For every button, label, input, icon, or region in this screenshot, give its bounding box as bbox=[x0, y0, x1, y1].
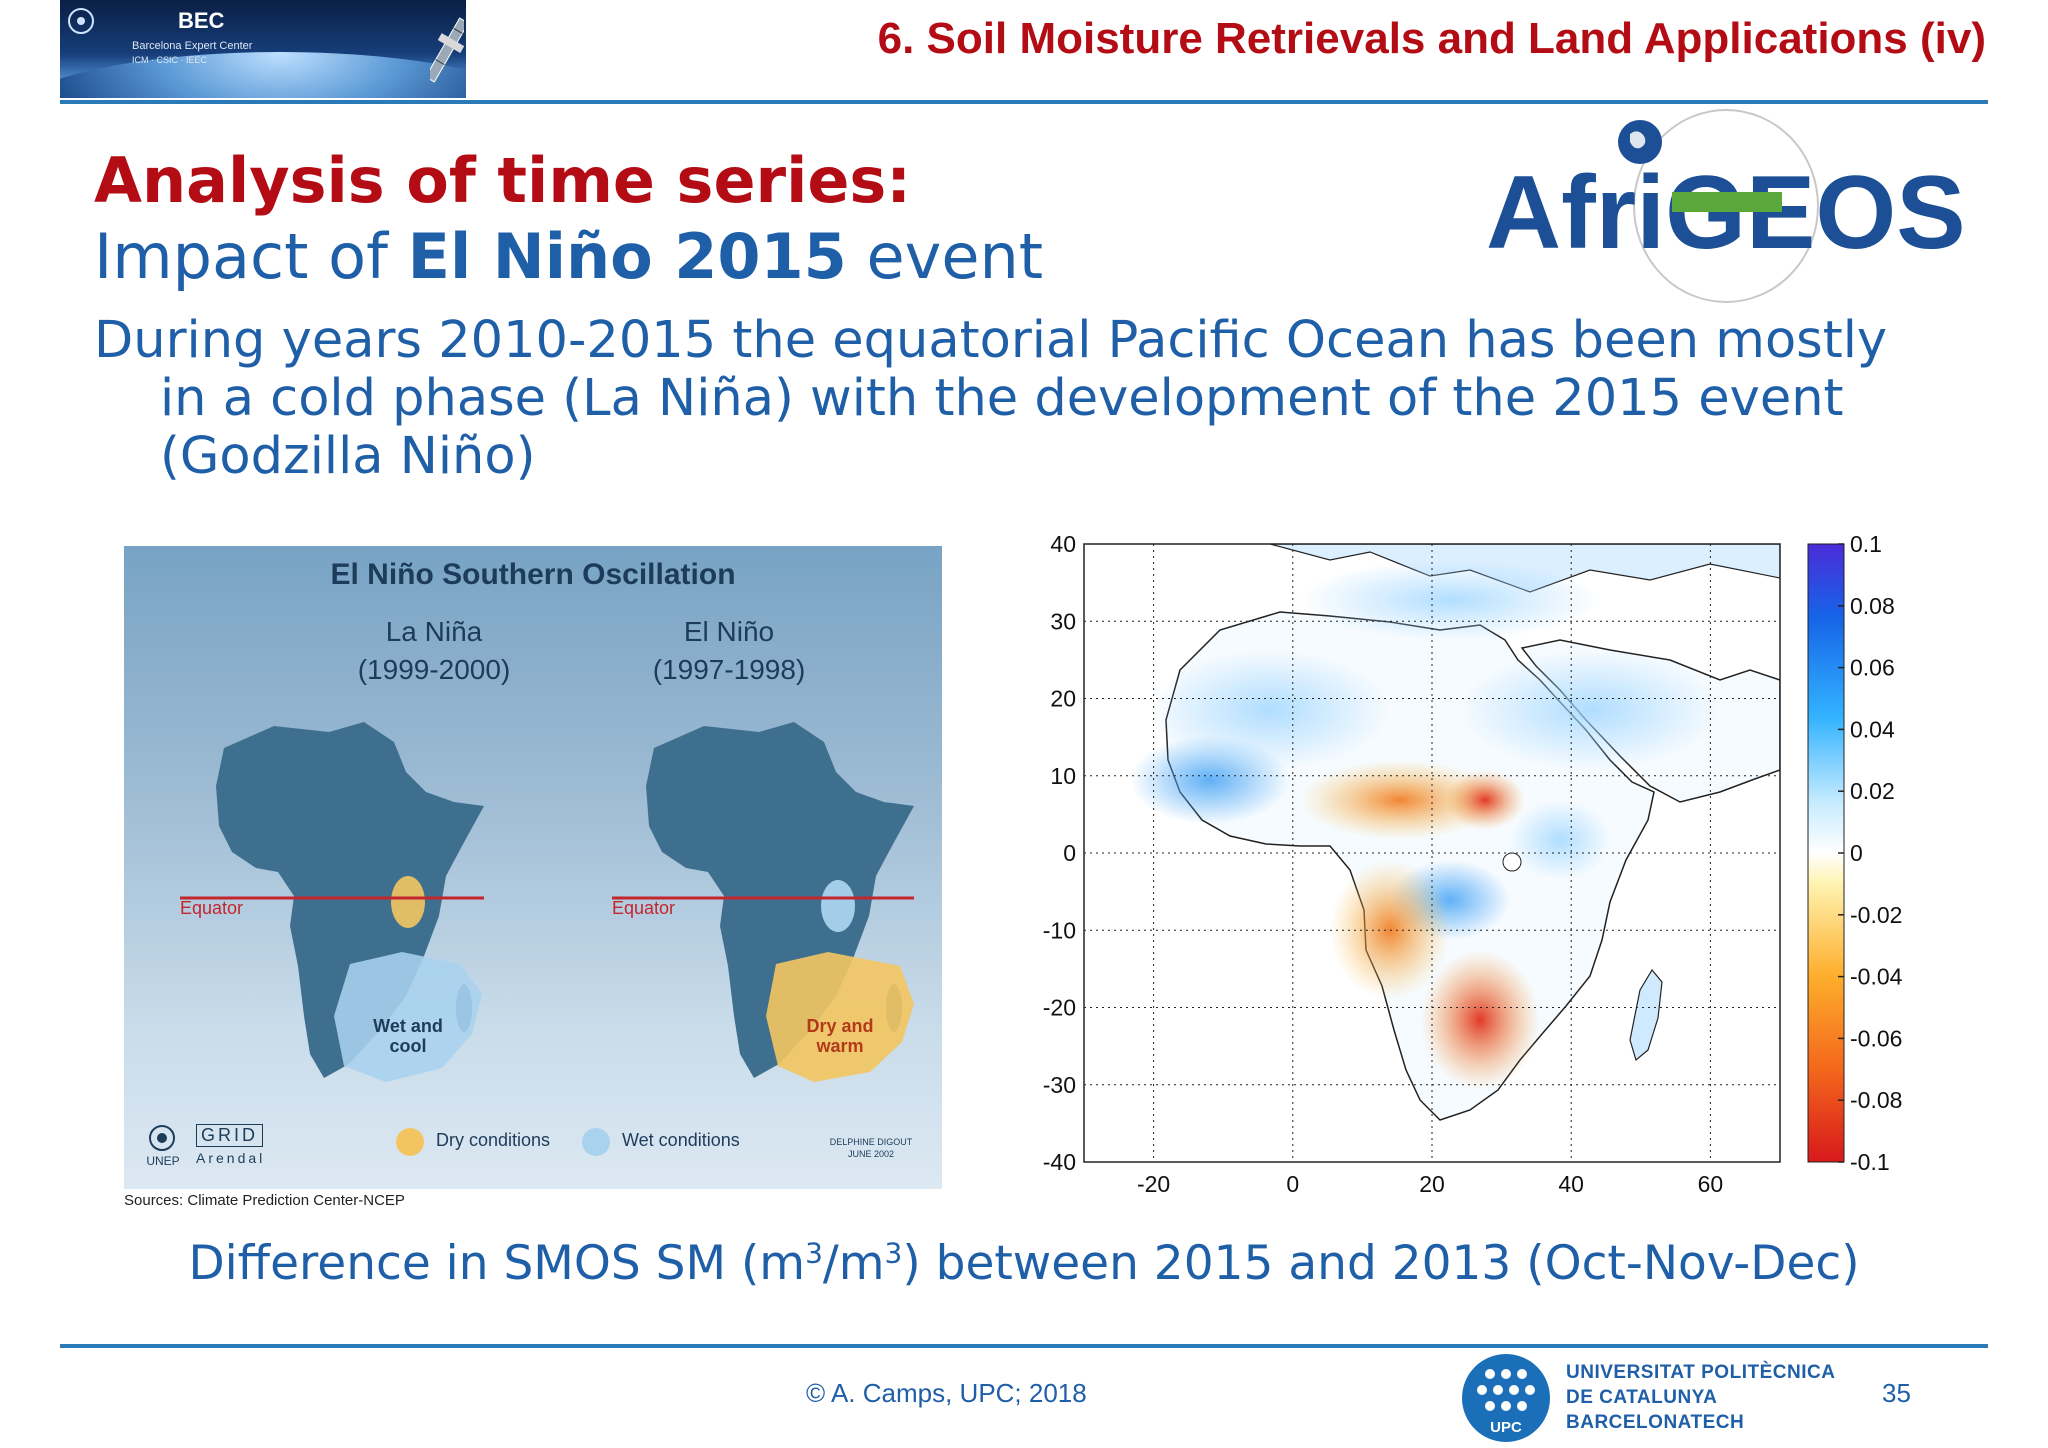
el-nino-years: (1997-1998) bbox=[652, 654, 806, 685]
y-tick-label: -10 bbox=[1043, 917, 1076, 943]
colorbar-tick-label: 0 bbox=[1850, 840, 1863, 866]
x-tick-label: 20 bbox=[1419, 1171, 1445, 1197]
wet-area-left bbox=[334, 952, 482, 1082]
el-nino-name: El Niño bbox=[683, 616, 775, 647]
header-divider bbox=[60, 100, 1988, 104]
colorbar-tick-label: 0.1 bbox=[1850, 531, 1882, 557]
caption-sup2: 3 bbox=[884, 1236, 903, 1270]
map-frame bbox=[1083, 543, 1781, 1163]
satellite-icon bbox=[430, 17, 464, 83]
enso-maps bbox=[149, 722, 914, 1156]
upc-name-line-2: DE CATALUNYA bbox=[1566, 1387, 1718, 1408]
dry-warm-label: Dry and warm bbox=[806, 1016, 874, 1056]
sudan-dry-anomaly bbox=[1445, 770, 1525, 830]
x-tick-label: 0 bbox=[1286, 1171, 1299, 1197]
africa-shape-left bbox=[216, 722, 484, 1078]
colorbar-tick-label: 0.06 bbox=[1850, 655, 1895, 681]
dry-area-right bbox=[766, 952, 914, 1082]
page-number: 35 bbox=[1882, 1378, 1911, 1408]
figure-credit: DELPHINE DIGOUT JUNE 2002 bbox=[829, 1137, 913, 1159]
y-tick-label: 0 bbox=[1063, 840, 1076, 866]
upc-name-line-3: BARCELONATECH bbox=[1566, 1412, 1745, 1433]
upc-name-line-1: UNIVERSITAT POLITÈCNICA bbox=[1566, 1362, 1836, 1383]
subheading-suffix: event bbox=[846, 220, 1044, 293]
legend-wet-swatch bbox=[582, 1128, 610, 1156]
y-tick-label: -20 bbox=[1043, 995, 1076, 1021]
y-tick-label: 40 bbox=[1050, 531, 1076, 557]
la-nina-name: La Niña bbox=[385, 616, 483, 647]
figure-sources: Sources: Climate Prediction Center-NCEP bbox=[124, 1192, 405, 1209]
copyright: © A. Camps, UPC; 2018 bbox=[806, 1378, 1087, 1408]
afrigeoss-logo: AfriGEOSS bbox=[1486, 109, 1966, 303]
y-tick-label: -40 bbox=[1043, 1149, 1076, 1175]
wet-cool-label: Wet and cool bbox=[373, 1016, 443, 1056]
colorbar-tick-label: -0.06 bbox=[1850, 1025, 1902, 1051]
colorbar-tick-label: 0.04 bbox=[1850, 716, 1895, 742]
colorbar-ticks: 0.1 0.08 0.06 0.04 0.02 0 -0.02 -0.04 -0.06 -0.08… bbox=[1838, 531, 1903, 1175]
sm-difference-map: -20 0 20 40 60 40 30 20 10 0 -10 -20 -30 -40 0.1 0.08… bbox=[1043, 531, 1903, 1197]
legend-wet-label: Wet conditions bbox=[622, 1130, 740, 1150]
grid-label: GRID bbox=[196, 1124, 263, 1147]
section-title: 6. Soil Moisture Retrievals and Land App… bbox=[877, 14, 1986, 63]
bec-emblem-icon bbox=[68, 8, 94, 34]
map-x-axis: -20 0 20 40 60 bbox=[1137, 1171, 1723, 1197]
slide-subheading: Impact of El Niño 2015 event bbox=[94, 220, 1043, 293]
bec-logo-subtitle: Barcelona Expert Center bbox=[132, 40, 253, 52]
madagascar bbox=[1629, 968, 1663, 1062]
y-tick-label: -30 bbox=[1043, 1072, 1076, 1098]
x-tick-label: -20 bbox=[1137, 1171, 1170, 1197]
caption-sup1: 3 bbox=[805, 1236, 823, 1270]
caption-prefix: Difference in SMOS SM (m bbox=[188, 1236, 806, 1291]
intro-line-3: (Godzilla Niño) bbox=[160, 427, 536, 486]
intro-line-1: During years 2010-2015 the equatorial Pa… bbox=[94, 311, 1888, 370]
bec-logo-title: BEC bbox=[178, 8, 225, 33]
subheading-bold: El Niño 2015 bbox=[407, 220, 847, 293]
east-africa-wet-anomaly bbox=[1510, 800, 1610, 880]
equator-label-left: Equator bbox=[180, 898, 244, 918]
intro-paragraph: During years 2010-2015 the equatorial Pa… bbox=[94, 312, 1994, 486]
africa-shape-right bbox=[646, 722, 914, 1078]
la-nina-years: (1999-2000) bbox=[357, 654, 511, 685]
legend-dry-swatch bbox=[396, 1128, 424, 1156]
slide-heading: Analysis of time series: bbox=[94, 144, 912, 217]
colorbar-tick-label: -0.04 bbox=[1850, 964, 1903, 990]
southern-africa-dry-anomaly bbox=[1420, 950, 1540, 1090]
caption-suffix: ) between 2015 and 2013 (Oct-Nov-Dec) bbox=[902, 1236, 1860, 1291]
legend-dry-label: Dry conditions bbox=[436, 1130, 551, 1150]
unep-emblem-icon bbox=[149, 1125, 175, 1151]
colorbar-tick-label: 0.02 bbox=[1850, 778, 1895, 804]
arendal-label: Arendal bbox=[196, 1150, 266, 1166]
mediterranean-anomaly bbox=[1300, 560, 1600, 640]
arabia-anomaly bbox=[1460, 650, 1720, 770]
enso-title: El Niño Southern Oscillation bbox=[330, 558, 736, 591]
upc-logo-icon: UPC bbox=[1462, 1354, 1550, 1442]
bec-logo: BEC Barcelona Expert Center ICM · CSIC ·… bbox=[60, 0, 466, 98]
lake-victoria bbox=[1502, 852, 1522, 872]
wet-area-right bbox=[821, 880, 855, 932]
y-tick-label: 10 bbox=[1050, 763, 1076, 789]
afrigeoss-wordmark: AfriGEOSS bbox=[1486, 155, 1966, 271]
sahara-anomaly bbox=[1150, 650, 1390, 770]
subheading-prefix: Impact of bbox=[94, 220, 408, 293]
enso-figure: El Niño Southern Oscillation La Niña (19… bbox=[124, 546, 942, 1189]
colorbar-tick-label: -0.02 bbox=[1850, 902, 1902, 928]
colorbar-tick-label: 0.08 bbox=[1850, 593, 1895, 619]
map-caption: Difference in SMOS SM (m3/m3) between 20… bbox=[0, 1236, 2048, 1291]
bec-logo-institutions: ICM · CSIC · IEEC bbox=[132, 55, 208, 65]
dry-area-left bbox=[391, 876, 425, 928]
map-y-axis: 40 30 20 10 0 -10 -20 -30 -40 bbox=[1043, 531, 1076, 1175]
equator-label-right: Equator bbox=[612, 898, 676, 918]
caption-mid: /m bbox=[822, 1236, 885, 1291]
upc-abbrev: UPC bbox=[1490, 1419, 1522, 1436]
y-tick-label: 20 bbox=[1050, 686, 1076, 712]
sahel-dry-anomaly bbox=[1300, 760, 1500, 840]
colorbar-tick-label: -0.1 bbox=[1850, 1149, 1890, 1175]
x-tick-label: 40 bbox=[1558, 1171, 1584, 1197]
unep-label: UNEP bbox=[146, 1154, 180, 1168]
footer-divider bbox=[60, 1344, 1988, 1348]
y-tick-label: 30 bbox=[1050, 608, 1076, 634]
intro-line-2: in a cold phase (La Niña) with the devel… bbox=[160, 369, 1844, 428]
colorbar-tick-label: -0.08 bbox=[1850, 1087, 1902, 1113]
x-tick-label: 60 bbox=[1698, 1171, 1724, 1197]
